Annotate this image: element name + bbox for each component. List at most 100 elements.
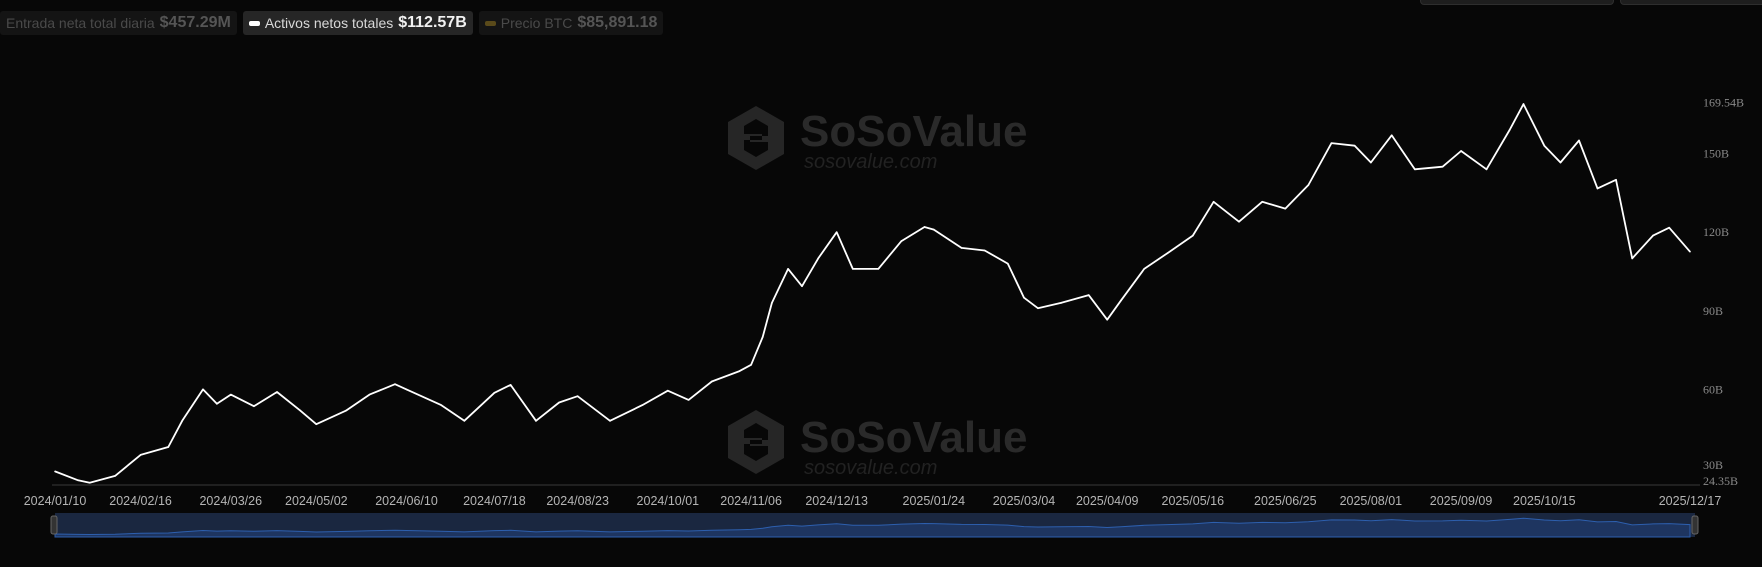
watermark-brand: SoSoValue — [800, 413, 1027, 462]
data-point — [750, 363, 752, 366]
data-point — [345, 409, 348, 412]
navigator[interactable] — [50, 513, 1699, 538]
x-tick-label: 2025/10/15 — [1513, 494, 1576, 508]
data-point — [1037, 307, 1039, 309]
data-point — [1261, 201, 1263, 203]
data-point — [1191, 234, 1194, 237]
data-point — [609, 420, 611, 422]
legend-total-net-assets[interactable]: Activos netos totales $112.57B — [242, 11, 473, 35]
data-point — [167, 446, 170, 448]
data-point — [1578, 139, 1580, 142]
data-point — [493, 392, 496, 394]
data-point — [1615, 179, 1617, 181]
data-point — [368, 393, 371, 396]
data-point — [405, 388, 408, 391]
data-point — [315, 423, 318, 426]
data-point — [509, 384, 512, 386]
data-point — [667, 389, 669, 392]
data-point — [54, 470, 56, 473]
watermark-url: sosovalue.com — [804, 151, 937, 173]
x-tick-label: 2024/05/02 — [285, 494, 348, 508]
legend-value: $85,891.18 — [577, 14, 658, 31]
data-point — [641, 404, 644, 406]
data-point — [877, 268, 880, 270]
data-point — [1390, 134, 1393, 137]
data-point — [817, 257, 819, 260]
data-point — [932, 228, 935, 231]
x-tick-label: 2025/04/09 — [1076, 494, 1139, 508]
data-point — [77, 479, 79, 482]
data-point — [1060, 302, 1062, 304]
x-tick-label: 2025/03/04 — [993, 494, 1056, 508]
x-tick-label: 2024/12/13 — [805, 494, 868, 508]
y-tick-label: 60B — [1703, 382, 1723, 396]
data-point — [1106, 318, 1109, 321]
y-tick-label: 90B — [1703, 304, 1723, 318]
data-point — [1238, 220, 1240, 223]
y-tick-label: 30B — [1703, 458, 1723, 472]
data-point — [394, 383, 396, 385]
x-tick-label: 2024/08/23 — [546, 494, 609, 508]
legend-daily-net-inflow[interactable]: Entrada neta total diaria $457.29M — [0, 11, 237, 35]
data-point — [801, 285, 803, 287]
data-point — [558, 401, 560, 404]
data-point — [687, 399, 690, 401]
navigator-area — [54, 517, 1691, 538]
top-right-button-2[interactable] — [1620, 0, 1762, 5]
data-point — [1330, 142, 1333, 144]
data-point — [440, 404, 443, 406]
data-point — [1212, 201, 1215, 203]
data-point — [535, 420, 537, 422]
data-point — [1023, 296, 1025, 299]
data-point — [181, 420, 183, 422]
navigator-handle-right[interactable] — [1691, 515, 1699, 535]
legend-label: Activos netos totales — [264, 15, 394, 31]
data-point — [1689, 250, 1691, 253]
data-point — [852, 268, 854, 270]
data-point — [88, 481, 91, 484]
legend-btc-price[interactable]: Precio BTC $85,891.18 — [478, 11, 664, 35]
data-point — [1543, 144, 1546, 147]
data-point — [1485, 168, 1488, 171]
x-tick-label: 2024/02/16 — [109, 494, 172, 508]
data-point — [960, 247, 963, 249]
legend-swatch-icon — [248, 20, 260, 26]
watermark-url: sosovalue.com — [804, 457, 937, 479]
data-point — [1166, 252, 1169, 254]
data-point — [900, 240, 903, 242]
navigator-handle-left[interactable] — [50, 515, 58, 535]
data-point — [1559, 161, 1562, 164]
data-point — [1522, 103, 1525, 105]
top-right-button-1[interactable] — [1420, 0, 1614, 5]
data-point — [253, 405, 255, 407]
data-point — [1143, 268, 1146, 270]
y-tick-label: 24.35B — [1703, 474, 1738, 488]
data-point — [1441, 165, 1444, 168]
data-point — [771, 302, 773, 304]
x-tick-label: 2025/08/01 — [1340, 494, 1403, 508]
legend-swatch-icon — [484, 20, 496, 26]
data-point — [1353, 144, 1356, 147]
legend-label: Precio BTC — [500, 15, 573, 31]
data-point — [229, 393, 232, 396]
data-point — [738, 370, 741, 372]
data-point — [923, 226, 926, 228]
x-tick-label: 2024/10/01 — [637, 494, 700, 508]
y-tick-label: 120B — [1703, 225, 1729, 239]
data-point — [710, 380, 713, 383]
y-tick-label: 150B — [1703, 147, 1729, 161]
data-point — [1596, 187, 1599, 190]
watermark-bottom: SoSoValue sosovalue.com — [728, 410, 1027, 479]
legend-label: Entrada neta total diaria — [6, 15, 155, 31]
sosovalue-logo-icon — [728, 106, 784, 170]
data-point — [1668, 226, 1670, 229]
data-point — [761, 336, 764, 338]
data-point — [1307, 184, 1310, 186]
x-tick-label: 2024/07/18 — [463, 494, 526, 508]
data-point — [835, 231, 838, 233]
watermark-top: SoSoValue sosovalue.com — [728, 106, 1027, 173]
data-point — [1284, 207, 1287, 210]
watermark-brand: SoSoValue — [800, 107, 1027, 156]
data-point — [216, 403, 218, 405]
